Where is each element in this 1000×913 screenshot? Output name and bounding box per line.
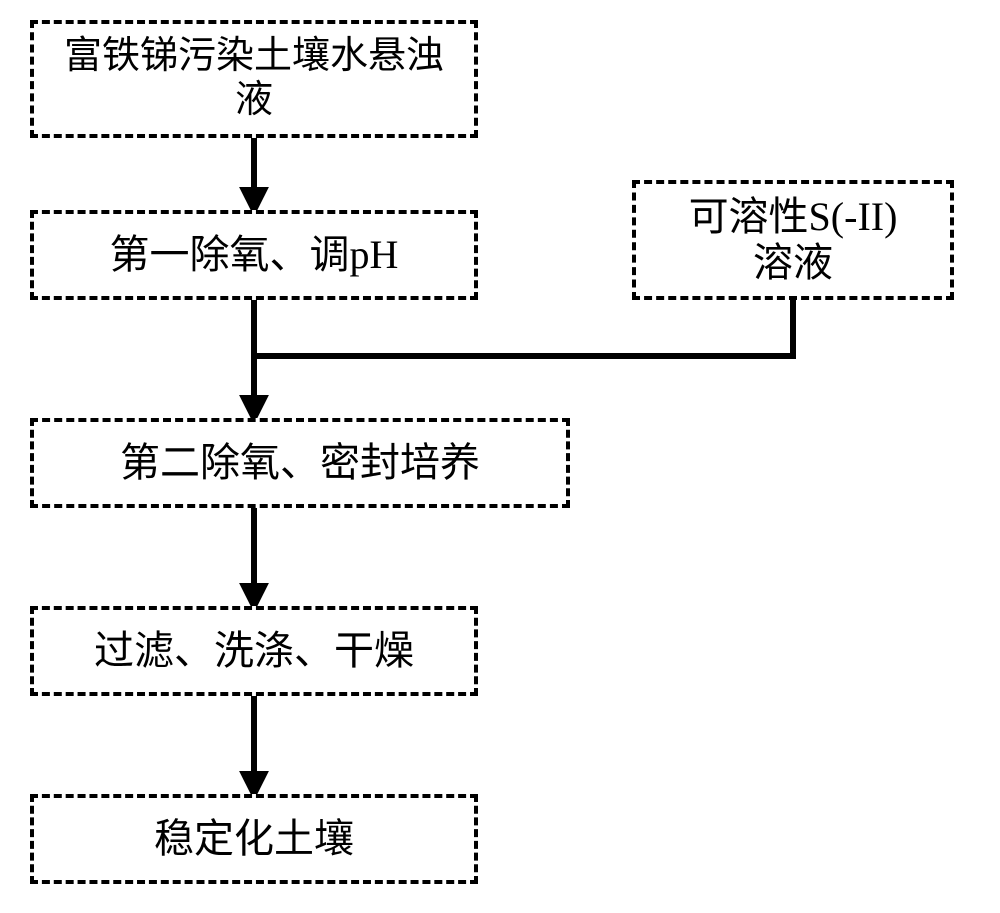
- node-stabilized-soil: 稳定化土壤: [30, 794, 478, 884]
- node-label: 第一除氧、调pH: [110, 232, 399, 278]
- node-first-deoxygenation-ph: 第一除氧、调pH: [30, 210, 478, 300]
- node-label: 可溶性S(-II) 溶液: [689, 194, 898, 286]
- node-filter-wash-dry: 过滤、洗涤、干燥: [30, 606, 478, 696]
- node-label: 第二除氧、密封培养: [120, 440, 480, 486]
- node-label: 稳定化土壤: [154, 816, 354, 862]
- node-label: 富铁锑污染土壤水悬浊 液: [64, 35, 444, 122]
- flowchart-canvas: 富铁锑污染土壤水悬浊 液 第一除氧、调pH 可溶性S(-II) 溶液 第二除氧、…: [0, 0, 1000, 913]
- node-second-deoxygenation-incubation: 第二除氧、密封培养: [30, 418, 570, 508]
- node-soil-suspension: 富铁锑污染土壤水悬浊 液: [30, 20, 478, 138]
- node-label: 过滤、洗涤、干燥: [94, 628, 414, 674]
- node-soluble-s-solution: 可溶性S(-II) 溶液: [632, 180, 954, 300]
